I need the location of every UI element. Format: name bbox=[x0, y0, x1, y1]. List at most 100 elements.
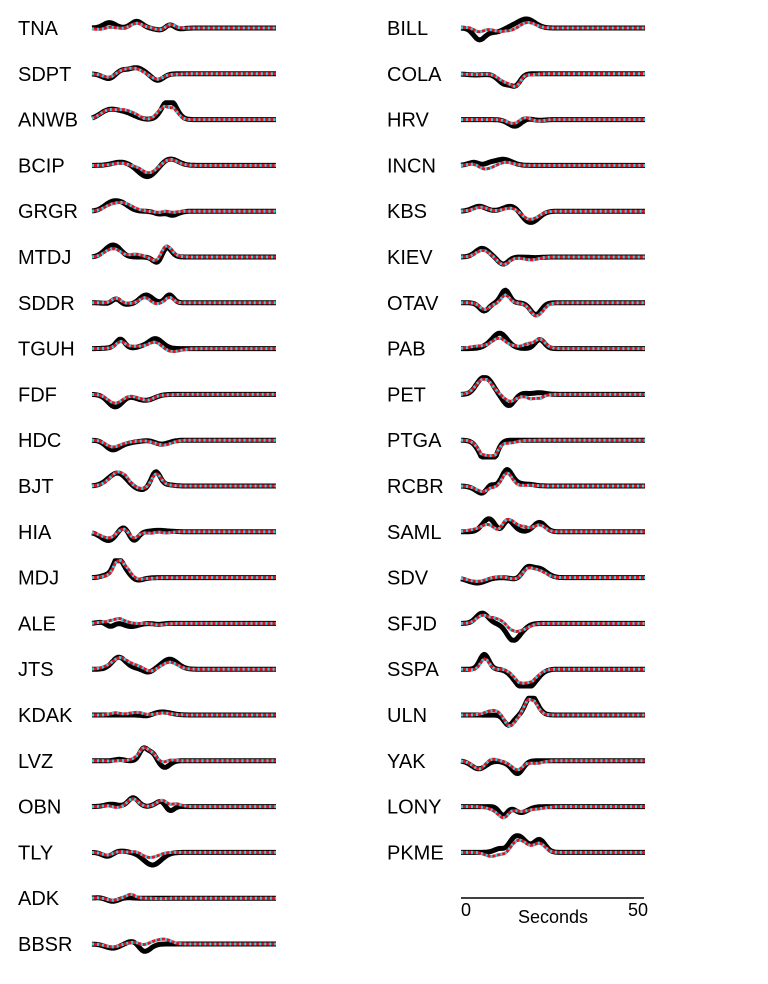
station-column-right: BILL COLA HRV INCN KBS KIEV OTAV PAB PET PTGA RCBR… bbox=[387, 16, 646, 864]
station-label: OBN bbox=[18, 797, 61, 819]
station-row-tguh: TGUH bbox=[18, 336, 277, 361]
synthetic-trace-cyan bbox=[92, 746, 276, 764]
synthetic-trace-cyan bbox=[460, 21, 645, 34]
synthetic-trace-red bbox=[460, 377, 645, 403]
station-label: FDF bbox=[18, 384, 57, 406]
synthetic-trace-red bbox=[461, 116, 645, 125]
station-label: ANWB bbox=[18, 110, 78, 132]
observed-trace bbox=[91, 745, 277, 770]
observed-trace bbox=[91, 242, 277, 265]
time-axis-tick-end: 50 bbox=[628, 900, 648, 920]
station-label: HDC bbox=[18, 430, 61, 452]
synthetic-trace-cyan bbox=[92, 158, 276, 175]
time-axis-tick-start: 0 bbox=[461, 900, 471, 920]
synthetic-trace-cyan bbox=[461, 697, 645, 728]
station-label: YAK bbox=[387, 751, 426, 773]
synthetic-trace-cyan bbox=[461, 805, 645, 820]
station-row-sdv: SDV bbox=[387, 563, 646, 590]
station-label: COLA bbox=[387, 64, 442, 86]
station-row-incn: INCN bbox=[387, 155, 646, 177]
observed-trace bbox=[460, 563, 646, 586]
station-label: TNA bbox=[18, 18, 59, 40]
synthetic-trace-cyan bbox=[91, 850, 276, 860]
station-row-pab: PAB bbox=[387, 330, 646, 361]
station-row-obn: OBN bbox=[18, 795, 277, 819]
station-row-mtdj: MTDJ bbox=[18, 242, 277, 269]
station-label: SDDR bbox=[18, 293, 75, 315]
synthetic-trace-cyan bbox=[92, 797, 276, 809]
station-label: BBSR bbox=[18, 934, 72, 956]
station-row-cola: COLA bbox=[387, 64, 646, 89]
station-row-bcip: BCIP bbox=[18, 155, 277, 180]
station-label: SFJD bbox=[387, 613, 437, 635]
station-row-lvz: LVZ bbox=[18, 745, 277, 773]
station-row-sfjd: SFJD bbox=[387, 610, 646, 643]
station-row-kbs: KBS bbox=[387, 201, 646, 225]
station-label: SDV bbox=[387, 568, 429, 590]
station-label: SDPT bbox=[18, 64, 71, 86]
synthetic-trace-cyan bbox=[91, 104, 276, 122]
station-label: BCIP bbox=[18, 155, 65, 177]
station-row-pkme: PKME bbox=[387, 833, 646, 864]
station-row-sspa: SSPA bbox=[387, 651, 646, 689]
synthetic-trace-cyan bbox=[460, 757, 645, 772]
station-label: BILL bbox=[387, 18, 428, 40]
station-row-anwb: ANWB bbox=[18, 100, 277, 132]
synthetic-trace-cyan bbox=[91, 200, 276, 214]
observed-trace bbox=[460, 833, 646, 855]
synthetic-trace-cyan bbox=[460, 72, 645, 88]
station-label: HIA bbox=[18, 522, 52, 544]
station-row-ale: ALE bbox=[18, 613, 277, 635]
station-row-hrv: HRV bbox=[387, 110, 646, 132]
station-label: MDJ bbox=[18, 568, 59, 590]
time-axis-title: Seconds bbox=[518, 907, 588, 927]
station-label: LVZ bbox=[18, 751, 53, 773]
synthetic-trace-cyan bbox=[460, 205, 645, 221]
synthetic-trace-red bbox=[91, 244, 276, 262]
station-row-jts: JTS bbox=[18, 654, 277, 681]
station-label: PKME bbox=[387, 842, 444, 864]
synthetic-trace-cyan bbox=[461, 471, 645, 494]
synthetic-trace-cyan bbox=[460, 336, 645, 351]
synthetic-trace-cyan bbox=[461, 293, 645, 318]
station-label: RCBR bbox=[387, 476, 444, 498]
synthetic-trace-cyan bbox=[461, 838, 645, 859]
station-row-bill: BILL bbox=[387, 16, 646, 43]
station-row-grgr: GRGR bbox=[18, 198, 277, 223]
synthetic-trace-cyan bbox=[460, 566, 645, 583]
station-label: JTS bbox=[18, 659, 54, 681]
station-row-saml: SAML bbox=[387, 516, 646, 544]
station-row-sddr: SDDR bbox=[18, 292, 277, 315]
synthetic-trace-cyan bbox=[92, 937, 276, 949]
station-row-hia: HIA bbox=[18, 522, 277, 544]
station-label: SSPA bbox=[387, 659, 440, 681]
station-label: TLY bbox=[18, 842, 53, 864]
station-row-kiev: KIEV bbox=[387, 245, 646, 269]
station-label: SAML bbox=[387, 522, 441, 544]
station-row-rcbr: RCBR bbox=[387, 467, 646, 498]
synthetic-trace-red bbox=[92, 339, 276, 353]
station-label: LONY bbox=[387, 797, 441, 819]
station-label: PAB bbox=[387, 339, 426, 361]
synthetic-trace-red bbox=[91, 559, 276, 581]
station-row-yak: YAK bbox=[387, 751, 646, 777]
synthetic-trace-cyan bbox=[461, 116, 645, 125]
observed-trace bbox=[460, 330, 646, 352]
synthetic-trace-cyan bbox=[460, 377, 645, 403]
synthetic-trace-red bbox=[92, 392, 276, 405]
station-row-bjt: BJT bbox=[18, 469, 277, 498]
synthetic-trace-cyan bbox=[91, 616, 276, 627]
synthetic-trace-red bbox=[91, 892, 276, 902]
station-row-bbsr: BBSR bbox=[18, 934, 277, 956]
synthetic-trace-red bbox=[91, 66, 276, 81]
synthetic-trace-cyan bbox=[92, 710, 276, 717]
station-row-mdj: MDJ bbox=[18, 558, 277, 590]
synthetic-trace-red bbox=[460, 517, 645, 534]
station-row-sdpt: SDPT bbox=[18, 64, 277, 86]
station-label: ULN bbox=[387, 705, 427, 727]
station-row-lony: LONY bbox=[387, 797, 646, 820]
station-label: TGUH bbox=[18, 339, 75, 361]
synthetic-trace-cyan bbox=[461, 160, 645, 171]
station-label: KIEV bbox=[387, 247, 433, 269]
